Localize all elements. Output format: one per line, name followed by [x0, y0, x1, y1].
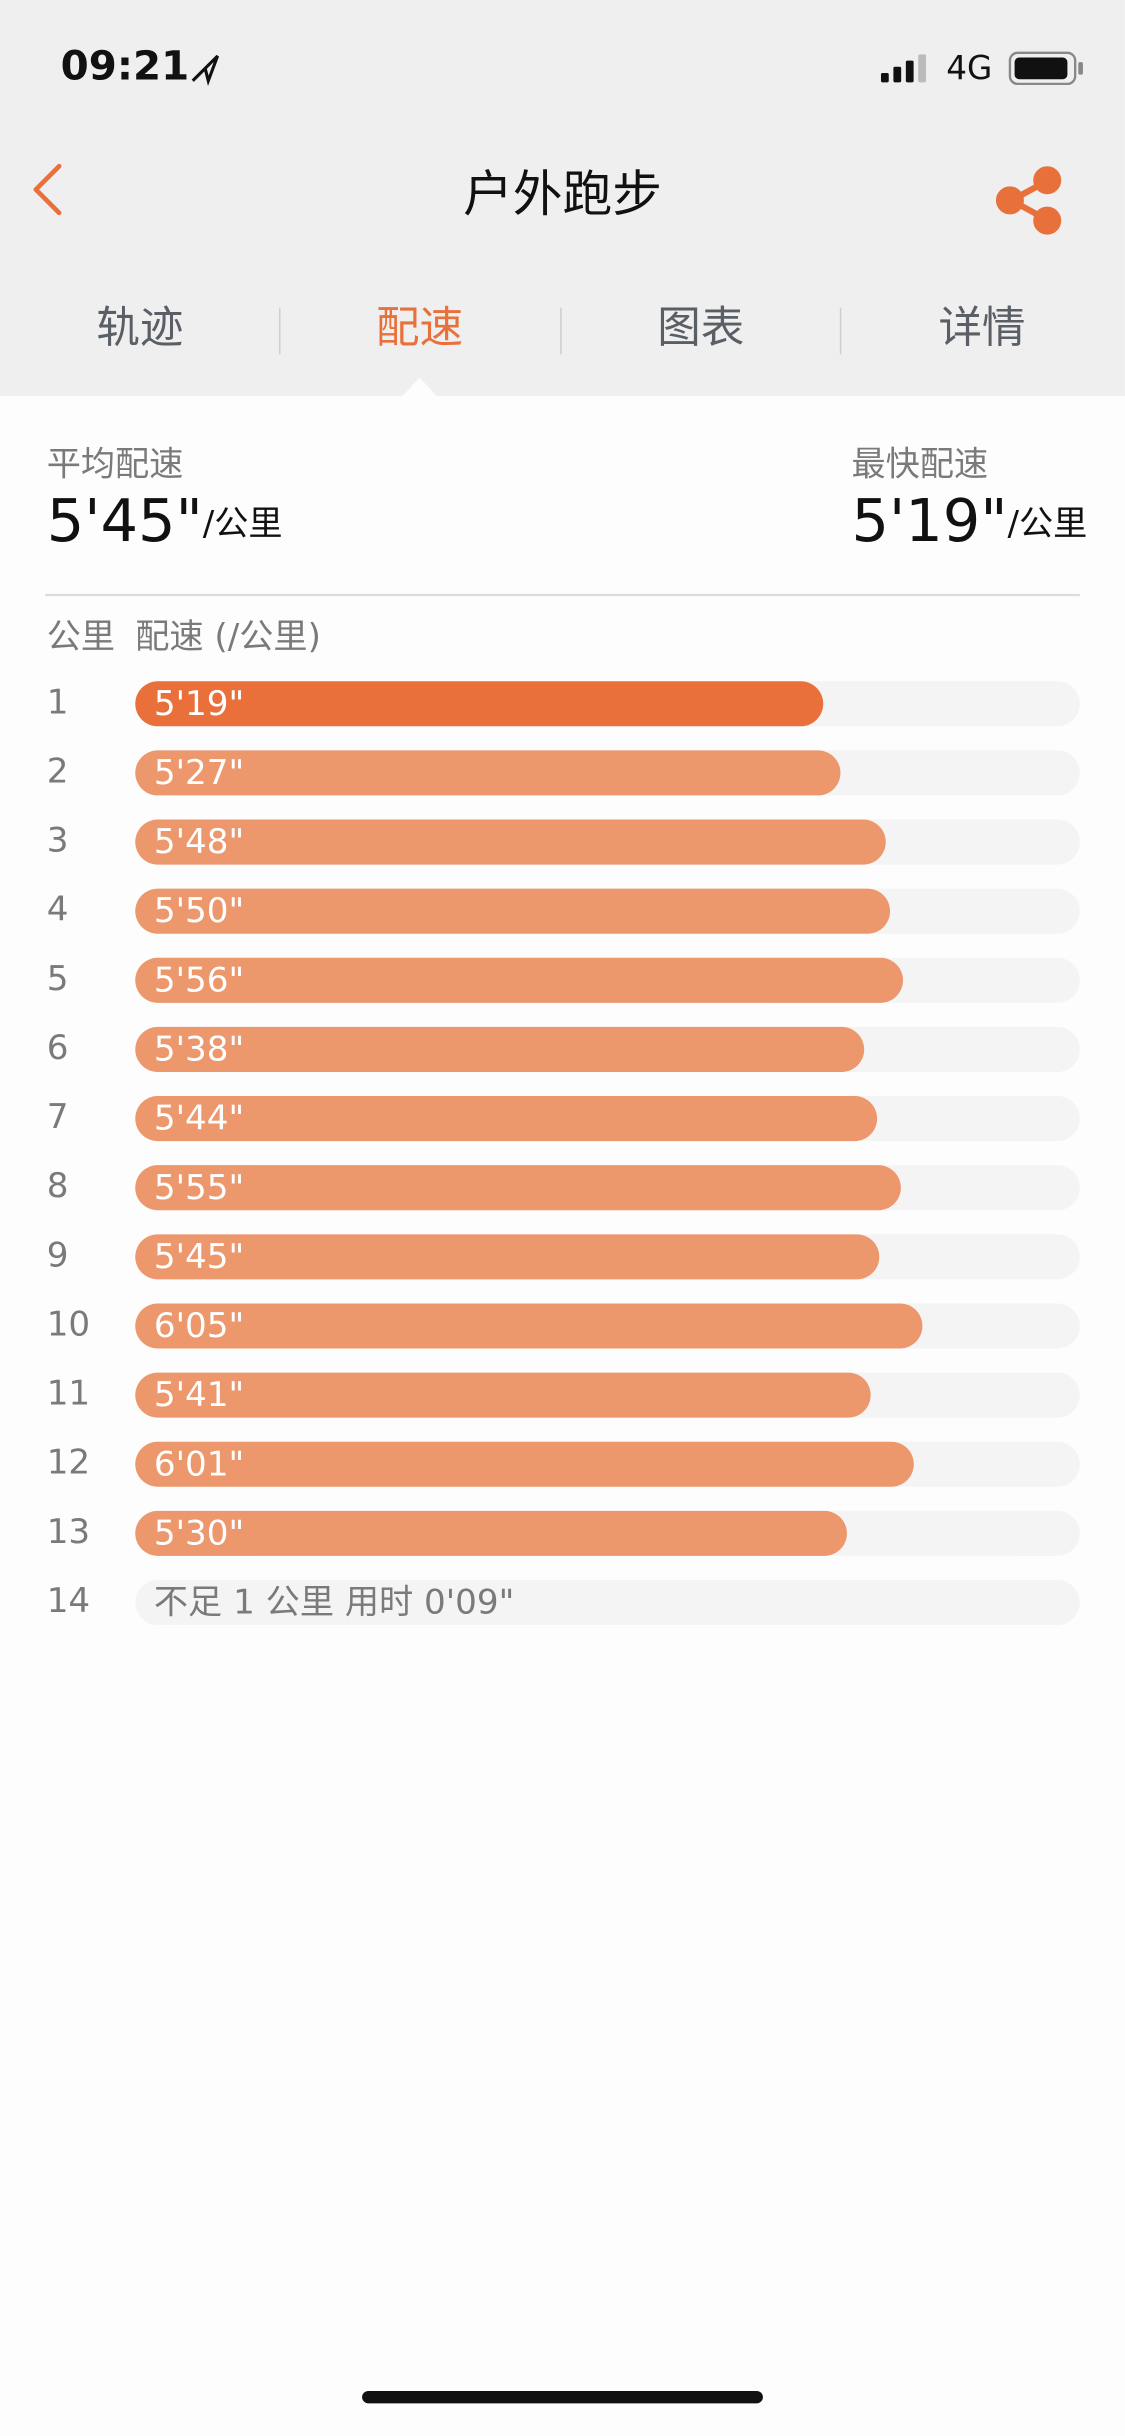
network-label: 4G: [946, 49, 992, 87]
average-unit: /公里: [203, 504, 283, 544]
pace-label: 5'45": [154, 1237, 244, 1277]
share-button[interactable]: [995, 166, 1062, 235]
km-label: 7: [47, 1097, 69, 1137]
bar: [135, 1165, 901, 1211]
km-header: 公里: [47, 617, 115, 657]
km-label: 13: [47, 1512, 90, 1552]
battery-icon: [1008, 51, 1083, 86]
pace-label: 5'44": [154, 1099, 244, 1139]
bar: [135, 1510, 847, 1556]
bar: [135, 681, 824, 727]
pace-label: 6'01": [154, 1444, 244, 1484]
pace-label: 5'50": [154, 891, 244, 931]
km-label: 12: [47, 1443, 90, 1483]
km-label: 1: [47, 682, 69, 722]
km-label: 8: [47, 1166, 69, 1206]
tab[interactable]: 轨迹: [96, 303, 183, 353]
tab[interactable]: 图表: [657, 303, 744, 353]
pace-label: 6'05": [154, 1306, 244, 1346]
km-label: 6: [47, 1028, 69, 1068]
pace-label: 5'55": [154, 1168, 244, 1208]
pace-label: 5'27": [154, 753, 244, 793]
back-button[interactable]: [33, 163, 62, 216]
bar: [135, 1372, 871, 1418]
bar: [135, 888, 891, 934]
page-title: 户外跑步: [463, 165, 662, 223]
bar: [135, 750, 841, 796]
km-label: 9: [47, 1235, 69, 1275]
average-pace: 5'45"/公里: [47, 486, 283, 555]
fastest-unit: /公里: [1007, 504, 1087, 544]
signal-icon: [880, 54, 927, 83]
fastest-label: 最快配速: [851, 445, 988, 485]
pace-label: 5'19": [154, 684, 244, 724]
fastest-pace: 5'19"/公里: [851, 486, 1087, 555]
km-label: 5: [47, 959, 69, 999]
km-label: 2: [47, 751, 69, 791]
pace-label: 5'30": [154, 1513, 244, 1553]
status-time: 09:21: [61, 42, 190, 89]
pace-label: 不足 1 公里 用时 0'09": [154, 1583, 514, 1623]
km-label: 14: [47, 1581, 90, 1621]
fastest-value: 5'19": [851, 486, 1007, 555]
pace-label: 5'41": [154, 1375, 244, 1415]
km-label: 4: [47, 890, 69, 930]
average-value: 5'45": [47, 486, 203, 555]
pace-label: 5'38": [154, 1029, 244, 1069]
pace-label: 5'56": [154, 960, 244, 1000]
average-label: 平均配速: [47, 445, 184, 485]
bar: [135, 819, 886, 865]
km-label: 10: [47, 1304, 90, 1344]
tab[interactable]: 详情: [938, 303, 1025, 353]
tab-active[interactable]: 配速: [376, 303, 463, 353]
pace-label: 5'48": [154, 822, 244, 862]
tab-indicator: [400, 377, 439, 398]
bar: [135, 1096, 878, 1142]
bar: [135, 1441, 914, 1487]
km-label: 3: [47, 821, 69, 861]
header-background: [0, 0, 1125, 397]
bar-track: [135, 1579, 1080, 1626]
home-indicator: [362, 2390, 763, 2404]
tab-separators: [278, 307, 842, 355]
bar: [135, 1026, 865, 1072]
location-icon: [191, 54, 220, 87]
bar: [135, 1234, 880, 1280]
pace-header: 配速 (/公里): [135, 617, 321, 657]
bar: [135, 957, 904, 1003]
km-label: 11: [47, 1374, 90, 1414]
bar: [135, 1303, 923, 1349]
